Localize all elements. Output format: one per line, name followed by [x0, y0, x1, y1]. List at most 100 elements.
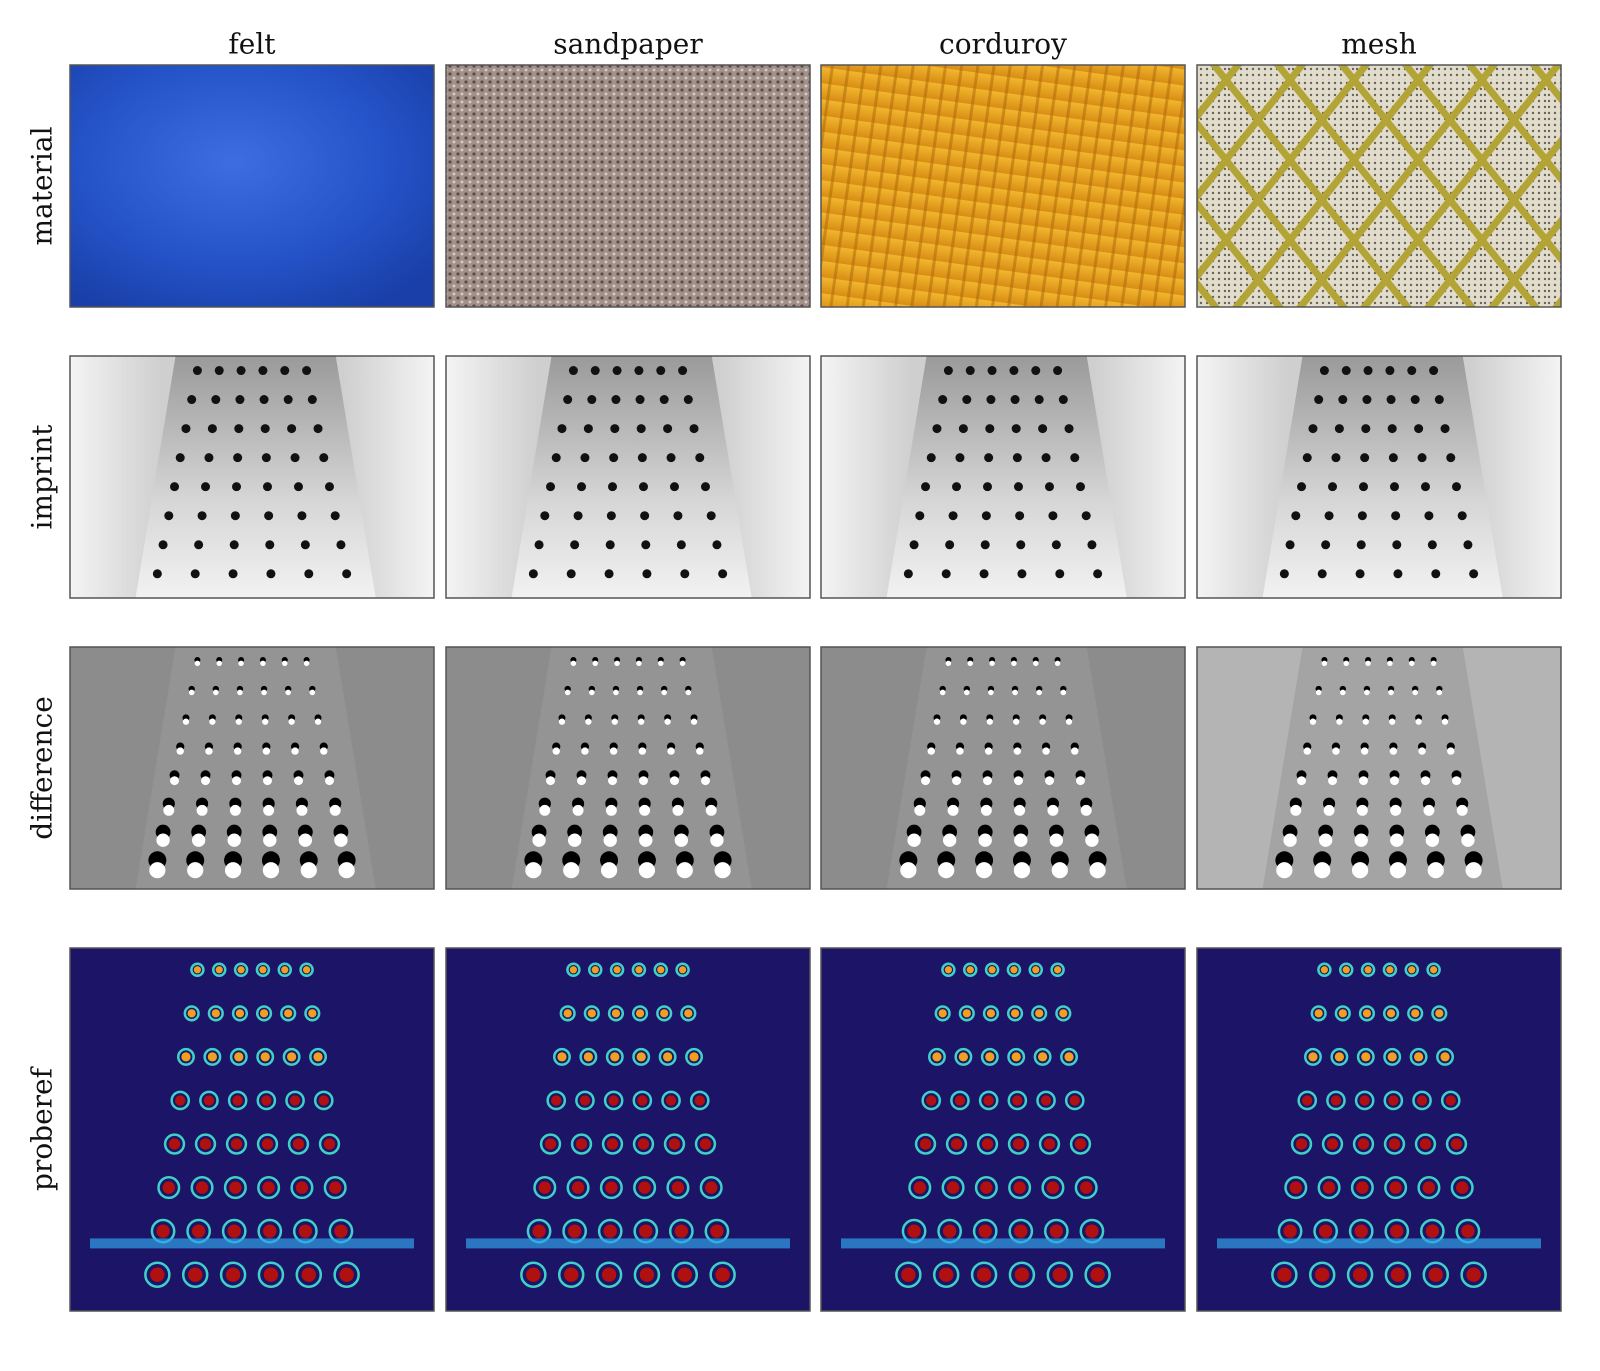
marker-dot — [705, 804, 717, 816]
marker-ring — [631, 962, 647, 978]
marker-dot — [546, 482, 556, 492]
marker-ring — [1069, 1133, 1092, 1155]
marker-core — [1364, 966, 1372, 974]
panel-frame — [1196, 646, 1562, 890]
marker-dot — [297, 511, 307, 521]
marker-dot — [263, 776, 272, 786]
marker-dot — [674, 833, 689, 847]
marker-core — [976, 1267, 992, 1282]
marker-core — [295, 1181, 309, 1194]
marker-dot — [642, 569, 652, 579]
marker-dot — [319, 453, 329, 463]
marker-core — [608, 1095, 619, 1106]
marker-core — [1387, 1052, 1397, 1062]
marker-core — [611, 1009, 621, 1018]
marker-dot — [987, 366, 997, 376]
marker-dot — [302, 366, 312, 376]
marker-dot — [661, 689, 668, 696]
marker-ring — [1038, 1133, 1061, 1155]
marker-dot — [288, 718, 295, 725]
marker-dot — [1362, 395, 1372, 405]
marker-ring — [1383, 1047, 1402, 1066]
marker-dot — [280, 366, 290, 376]
marker-dot — [979, 569, 989, 579]
marker-dot — [608, 482, 618, 492]
marker-dot — [1359, 482, 1369, 492]
proberef-image — [446, 948, 810, 1311]
marker-ring — [1308, 1261, 1336, 1288]
marker-ring — [1046, 1261, 1074, 1288]
marker-ring — [945, 1133, 968, 1155]
marker-dot — [613, 689, 619, 696]
marker-ring — [1060, 1047, 1079, 1066]
marker-core — [1010, 966, 1018, 974]
marker-core — [235, 1009, 245, 1018]
marker-dot — [605, 540, 615, 550]
marker-ring — [1354, 1090, 1375, 1111]
marker-ring — [950, 1090, 970, 1111]
marker-dot — [314, 718, 322, 725]
marker-core — [939, 1267, 954, 1282]
marker-dot — [300, 540, 310, 550]
marker-dot — [237, 689, 243, 696]
marker-dot — [609, 453, 619, 463]
marker-dot — [182, 718, 190, 725]
marker-dot — [638, 482, 648, 492]
marker-dot — [907, 833, 921, 847]
marker-core — [668, 1138, 681, 1150]
marker-dot — [1010, 395, 1020, 405]
marker-core — [1037, 1052, 1048, 1062]
marker-ring — [908, 1176, 932, 1200]
marker-dot — [1013, 862, 1031, 879]
marker-core — [932, 1052, 942, 1062]
marker-dot — [1045, 776, 1054, 786]
marker-dot — [921, 482, 931, 492]
marker-dot — [1446, 453, 1456, 463]
marker-ring — [313, 1090, 334, 1111]
marker-core — [1043, 1138, 1056, 1150]
marker-dot — [1328, 482, 1338, 492]
marker-core — [950, 1138, 963, 1150]
marker-core — [1010, 1009, 1020, 1018]
marker-dot — [262, 482, 272, 492]
marker-core — [583, 1052, 594, 1062]
marker-dot — [285, 689, 292, 696]
marker-dot — [532, 833, 546, 847]
marker-dot — [1354, 833, 1368, 847]
marker-core — [261, 1138, 274, 1150]
marker-core — [1430, 966, 1438, 974]
marker-dot — [1409, 660, 1415, 667]
marker-ring — [699, 1176, 723, 1200]
sensor-pad — [135, 647, 376, 889]
marker-dot — [1283, 833, 1297, 847]
marker-dot — [1064, 424, 1074, 434]
marker-ring — [658, 1047, 677, 1066]
material-image — [1197, 65, 1561, 307]
marker-dot — [227, 833, 241, 847]
marker-dot — [679, 660, 686, 667]
marker-ring — [299, 962, 314, 978]
marker-dot — [282, 660, 288, 667]
marker-dot — [1357, 511, 1367, 521]
marker-dot — [612, 366, 622, 376]
marker-dot — [191, 833, 206, 847]
marker-dot — [585, 718, 592, 725]
marker-ring — [1036, 1090, 1056, 1111]
marker-ring — [1028, 962, 1044, 978]
marker-core — [635, 1009, 645, 1018]
marker-ring — [689, 1090, 710, 1111]
marker-dot — [673, 511, 683, 521]
marker-dot — [1297, 482, 1307, 492]
marker-ring — [199, 1090, 219, 1111]
marker-dot — [938, 395, 948, 405]
marker-dot — [149, 862, 166, 879]
marker-ring — [1352, 1133, 1375, 1155]
activation-band — [1217, 1238, 1541, 1249]
marker-dot — [638, 862, 656, 879]
marker-dot — [294, 776, 303, 786]
marker-core — [225, 1267, 241, 1282]
marker-dot — [666, 453, 676, 463]
marker-core — [1334, 1052, 1345, 1062]
material-image — [70, 65, 434, 307]
marker-ring — [546, 1090, 567, 1111]
